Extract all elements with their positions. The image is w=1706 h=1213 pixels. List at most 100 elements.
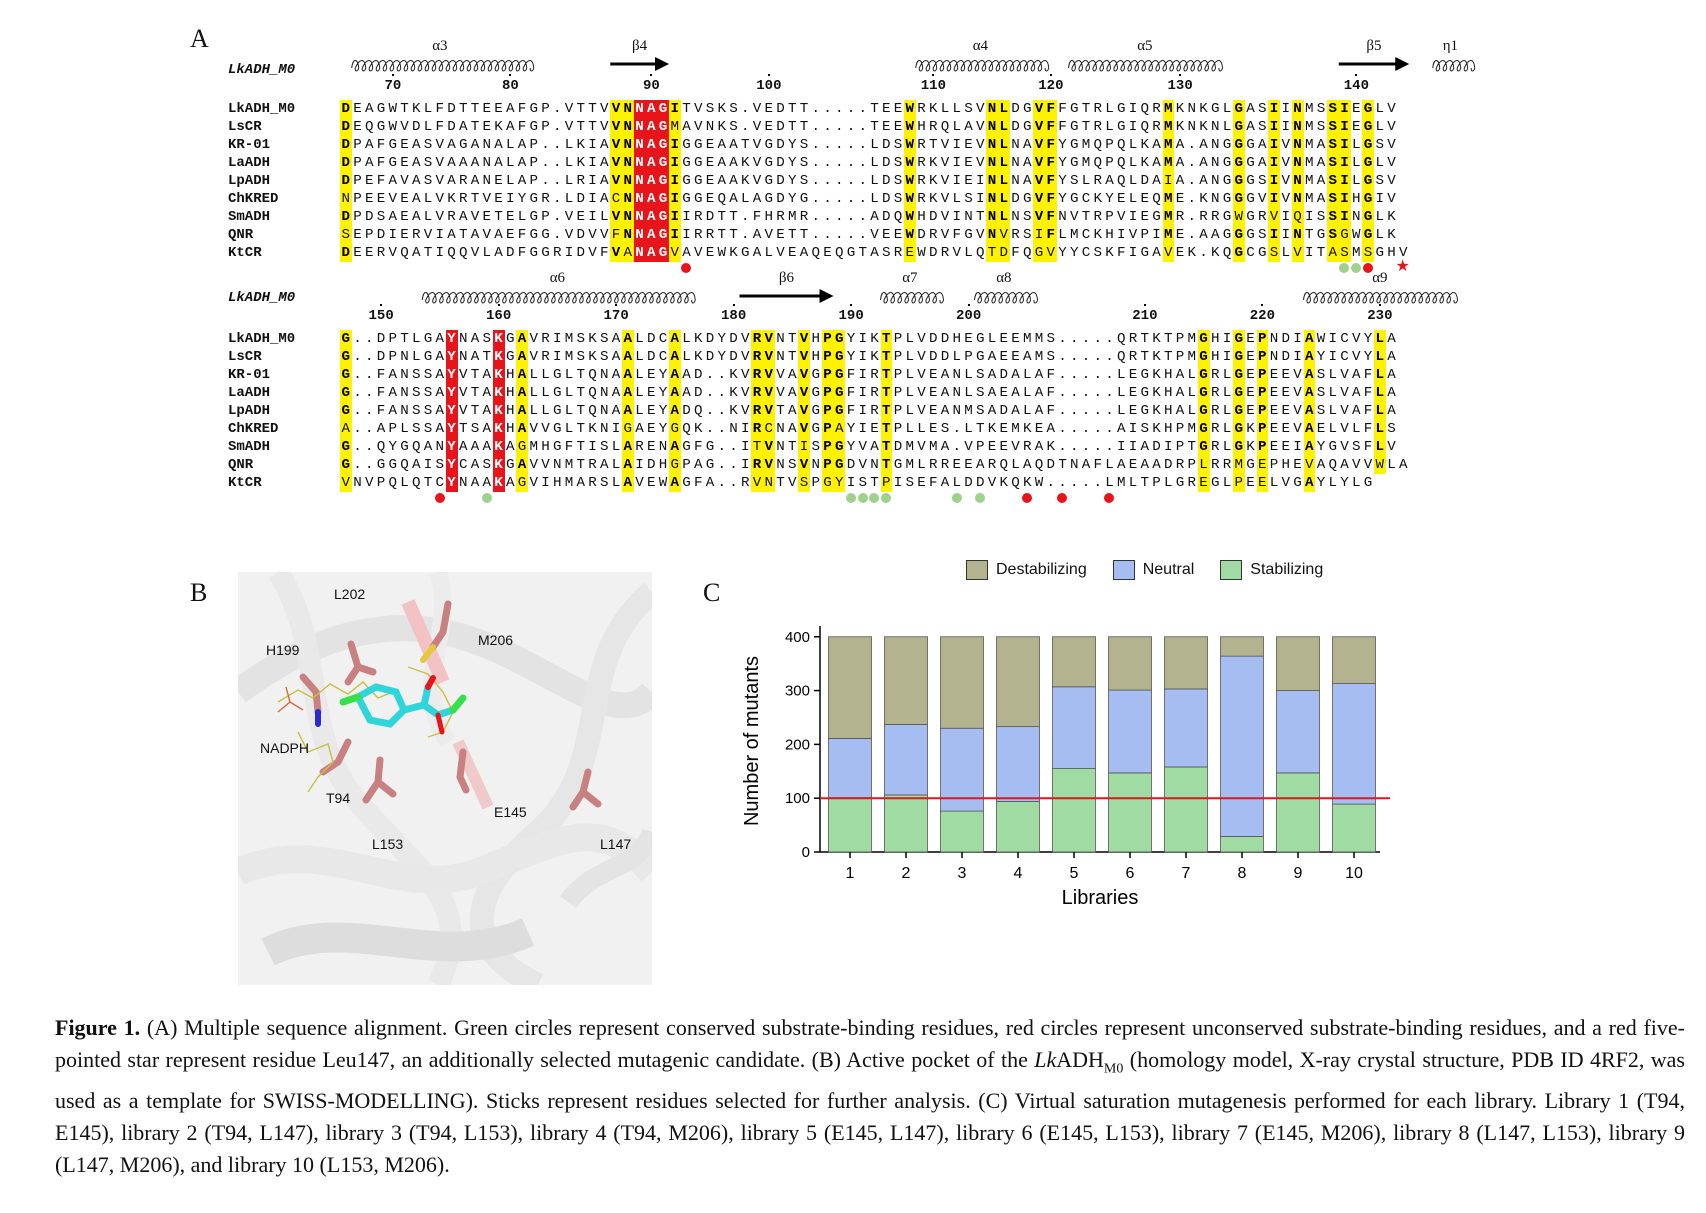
sequence-name: LkADH_M0 (228, 331, 296, 347)
tick-dot (967, 304, 970, 306)
label-l153: L153 (372, 836, 404, 852)
bar-neutral (996, 726, 1040, 802)
strand-arrow-1 (610, 57, 669, 71)
tick-dot (509, 74, 512, 76)
y-tick-label: 300 (785, 683, 810, 700)
tick-dot (1378, 304, 1381, 306)
bar-destabilizing (828, 636, 872, 739)
sequence-name: ChKRED (228, 421, 279, 437)
ss-label-4: α9 (1372, 270, 1388, 286)
alignment-block-2: LkADH_M0 α6 β6 α7 α8 α9 150 160 170 180 190 200 21… (228, 270, 1508, 522)
x-tick-label: 8 (1238, 865, 1247, 882)
x-tick-label: 2 (902, 865, 911, 882)
helix-glyph-0 (351, 60, 535, 72)
residue-number: 100 (756, 78, 782, 94)
residue-number: 210 (1132, 308, 1158, 324)
strand-arrow-4 (1338, 57, 1410, 71)
green-circle-icon (951, 493, 962, 503)
bar-destabilizing (996, 636, 1040, 728)
alignment-panel: LkADH_M0 α3 β4 α4 α5 β5 η1 70 80 90 100 110 120 130… (228, 38, 1508, 525)
ss-label-3: α5 (1137, 38, 1153, 54)
sequence-name: KR-01 (228, 137, 271, 153)
bar-stabilizing (940, 810, 984, 853)
y-axis-label: Number of mutants (741, 656, 763, 826)
bar-neutral (1108, 689, 1152, 774)
tick-dot (380, 304, 383, 306)
ss-label-3: α8 (996, 270, 1012, 286)
tick-dot (767, 74, 770, 76)
legend-label: Destabilizing (996, 561, 1087, 578)
tick-dot (850, 304, 853, 306)
residue-number: 230 (1367, 308, 1393, 324)
tick-dot (1049, 74, 1052, 76)
red-circle-icon (1022, 493, 1032, 503)
bar-stabilizing (1164, 766, 1208, 853)
red-circle-icon (434, 493, 445, 503)
bar-neutral (1332, 683, 1376, 805)
x-tick-label: 1 (846, 865, 855, 882)
green-circle-icon (1351, 263, 1361, 273)
sequence-name: ChKRED (228, 191, 279, 207)
protein-cartoon (238, 572, 652, 985)
strand-arrow-1 (739, 289, 834, 303)
tick-dot (1143, 304, 1146, 306)
green-circle-icon (1339, 263, 1350, 273)
ss-label-1: β6 (778, 270, 795, 286)
bar-stabilizing (1276, 772, 1320, 853)
ss-label-0: α6 (549, 270, 566, 286)
sequence-name: QNR (228, 457, 254, 473)
tick-dot (932, 74, 935, 76)
sequence-name: LpADH (228, 173, 271, 189)
caption-sub: M0 (1103, 1061, 1124, 1077)
y-tick-label: 200 (785, 736, 810, 753)
figure-caption: Figure 1. (A) Multiple sequence alignmen… (55, 1012, 1685, 1181)
secondary-structure-track (421, 289, 1459, 304)
bar-destabilizing (1332, 636, 1376, 684)
label-m206: M206 (478, 632, 514, 648)
x-tick-label: 4 (1014, 865, 1023, 882)
chart-plot: 0 100 200 300 400 1 2 3 4 5 6 7 8 9 10 Libraries Number … (741, 626, 1390, 909)
green-circle-icon (845, 493, 856, 503)
secondary-structure-track (351, 57, 1476, 72)
helix-glyph-2 (880, 292, 945, 304)
bar-neutral (1276, 690, 1320, 774)
red-circle-icon (681, 263, 692, 273)
label-l202: L202 (334, 586, 366, 602)
legend-swatch (1220, 560, 1243, 580)
residue-number: 140 (1343, 78, 1369, 94)
tick-dot (650, 74, 653, 76)
chart-legend: Destabilizing Neutral Stabilizing (966, 560, 1349, 580)
panel-label-b: B (190, 578, 208, 607)
tick-dot (615, 304, 618, 306)
y-tick-label: 100 (785, 790, 810, 807)
bar-stabilizing (884, 794, 928, 853)
y-tick-label: 400 (785, 629, 810, 646)
bar-stabilizing (1052, 768, 1096, 853)
tick-dot (1355, 74, 1358, 76)
sequence-name: LaADH (228, 385, 271, 401)
caption-adh: ADH (1056, 1047, 1104, 1072)
x-tick-label: 5 (1070, 865, 1079, 882)
bar-stabilizing (1332, 803, 1376, 853)
bar-neutral (1164, 688, 1208, 768)
ss-label-4: β5 (1366, 38, 1382, 54)
sequence-name: KtCR (228, 245, 262, 261)
red-circle-icon (1104, 493, 1115, 503)
alignment-block-1: LkADH_M0 α3 β4 α4 α5 β5 η1 70 80 90 100 110 120 130… (228, 38, 1508, 275)
residue-number: 120 (1038, 78, 1064, 94)
ss-label-0: α3 (432, 38, 448, 54)
ss-label-1: β4 (632, 38, 648, 54)
residue-number: 130 (1167, 78, 1193, 94)
residue-number: 200 (956, 308, 982, 324)
bar-destabilizing (1276, 636, 1320, 691)
helix-glyph-2 (915, 60, 1050, 72)
